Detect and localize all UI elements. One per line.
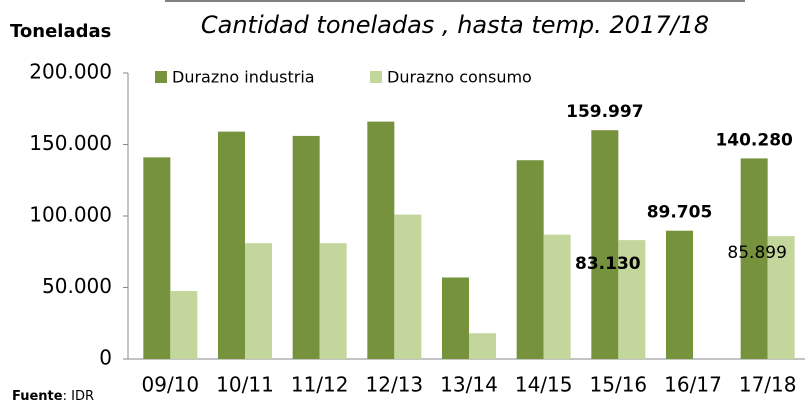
bar — [319, 243, 347, 359]
chart-title: Cantidad toneladas , hasta temp. 2017/18 — [201, 11, 709, 39]
source-text: : IDR — [63, 389, 94, 403]
x-tick-label: 16/17 — [664, 373, 722, 397]
value-label: 83.130 — [575, 254, 641, 274]
y-tick-label: 150.000 — [29, 131, 112, 155]
x-tick-label: 15/16 — [590, 373, 648, 397]
x-tick-label: 11/12 — [291, 373, 349, 397]
bar — [666, 230, 693, 359]
y-tick-label: 100.000 — [29, 203, 112, 227]
legend-swatch — [155, 71, 167, 83]
bar — [218, 131, 245, 359]
bar — [618, 240, 646, 359]
x-tick-label: 10/11 — [216, 373, 274, 397]
bar — [740, 158, 768, 359]
bar — [143, 157, 171, 359]
bar — [543, 234, 571, 359]
source-label: Fuente — [12, 389, 63, 403]
value-label: 140.280 — [715, 130, 793, 150]
bar — [292, 135, 320, 359]
x-tick-label: 12/13 — [366, 373, 424, 397]
value-label: 89.705 — [647, 203, 713, 223]
x-tick-label: 09/10 — [142, 373, 200, 397]
bar — [367, 121, 395, 360]
x-tick-label: 17/18 — [739, 373, 797, 397]
legend-label: Durazno consumo — [387, 68, 532, 87]
bar — [245, 243, 272, 359]
value-label: 159.997 — [566, 102, 643, 122]
y-tick-label: 200.000 — [29, 60, 112, 84]
x-tick-label: 13/14 — [440, 373, 498, 397]
legend-swatch — [370, 71, 382, 83]
bar — [516, 160, 544, 359]
y-tick-label: 0 — [99, 346, 112, 370]
y-axis-label: Toneladas — [10, 21, 111, 42]
bar — [170, 291, 198, 359]
y-tick-label: 50.000 — [42, 274, 112, 298]
value-label: 85.899 — [727, 243, 786, 263]
legend-label: Durazno industria — [172, 68, 315, 87]
bar — [591, 130, 619, 359]
source: Fuente: IDR — [12, 389, 94, 403]
bar — [469, 333, 496, 359]
x-tick-label: 14/15 — [515, 373, 573, 397]
bar — [442, 277, 469, 359]
bar — [767, 236, 795, 359]
bar — [394, 214, 422, 359]
